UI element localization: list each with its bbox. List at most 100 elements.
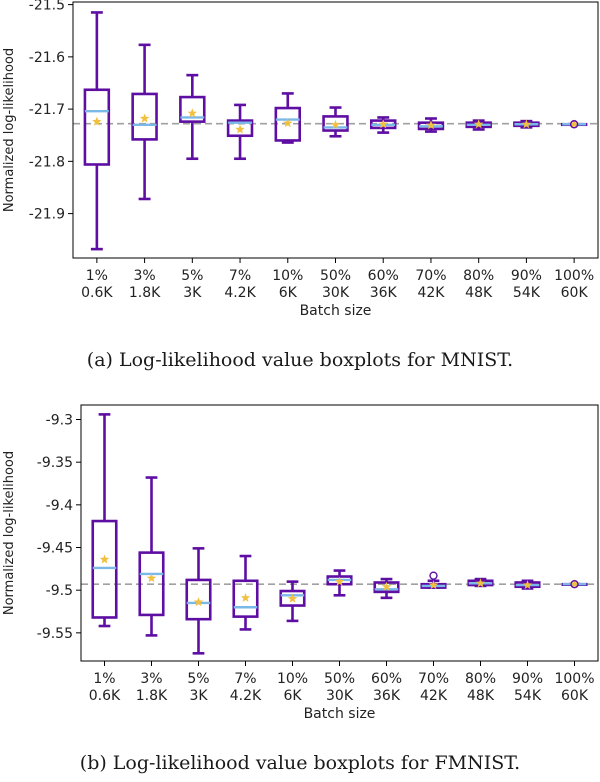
mean-marker (283, 118, 293, 128)
x-tick-label-size: 60K (561, 688, 589, 704)
y-tick-label: -9.55 (37, 626, 73, 642)
x-tick-label-pct: 5% (181, 268, 203, 284)
box-iqr (185, 578, 212, 621)
box-iqr (131, 92, 158, 141)
x-tick-label-pct: 3% (133, 268, 155, 284)
box-iqr (138, 551, 165, 617)
x-tick-label-size: 1.8K (129, 285, 161, 301)
x-tick-label-pct: 90% (512, 671, 543, 687)
x-tick-label-pct: 60% (371, 671, 402, 687)
caption-mnist: (a) Log-likelihood value boxplots for MN… (87, 349, 513, 371)
x-tick-label-pct: 7% (234, 671, 256, 687)
box-6 (369, 116, 397, 134)
x-tick-label-pct: 100% (554, 671, 594, 687)
x-tick-label-pct: 3% (140, 671, 162, 687)
box-5 (326, 569, 353, 597)
y-tick-label: -9.4 (46, 498, 73, 514)
panel-mnist: -21.5-21.6-21.7-21.8-21.91%0.6K3%1.8K5%3… (2, 0, 599, 319)
x-tick-label-size: 54K (513, 285, 541, 301)
box-3 (226, 103, 254, 161)
y-tick-label: -9.3 (46, 413, 73, 429)
x-tick-label-size: 48K (465, 285, 493, 301)
box-5 (322, 106, 349, 138)
y-tick-label: -9.5 (46, 583, 73, 599)
mean-marker (381, 581, 392, 591)
outlier-point (569, 120, 579, 129)
x-tick-label-size: 30K (322, 285, 350, 301)
x-tick-label-pct: 50% (320, 268, 351, 284)
box-8 (465, 119, 492, 131)
x-tick-label-size: 3K (189, 688, 208, 704)
x-tick-label-size: 4.2K (230, 688, 262, 704)
x-tick-label-size: 4.2K (224, 285, 256, 301)
y-tick-label: -21.7 (29, 102, 65, 118)
x-tick-label-size: 0.6K (81, 285, 113, 301)
x-tick-label-pct: 50% (324, 671, 355, 687)
mean-marker (521, 119, 532, 129)
box-3 (232, 554, 259, 631)
x-tick-label-size: 6K (283, 688, 302, 704)
box-iqr (179, 95, 206, 123)
mean-marker (287, 593, 298, 603)
x-axis-label: Batch size (304, 706, 376, 722)
x-tick-label-pct: 100% (554, 268, 594, 284)
x-axis-label: Batch size (300, 303, 372, 319)
x-tick-label-size: 60K (561, 285, 589, 301)
y-axis-label: Normalized log-likelihood (2, 451, 17, 615)
x-tick-label-size: 48K (467, 688, 495, 704)
mean-marker (569, 119, 579, 129)
x-tick-label-pct: 1% (93, 671, 115, 687)
outlier-point (429, 571, 438, 580)
x-tick-label-size: 54K (514, 688, 542, 704)
mean-marker (187, 108, 198, 118)
y-tick-label: -9.35 (37, 455, 73, 471)
box-9 (514, 579, 541, 590)
box-iqr (274, 106, 302, 142)
x-tick-label-pct: 70% (415, 268, 446, 284)
box-6 (373, 577, 400, 600)
y-tick-label: -21.8 (29, 154, 65, 170)
x-tick-label-size: 30K (326, 688, 354, 704)
y-tick-label: -9.45 (37, 541, 73, 557)
x-tick-label-size: 6K (279, 285, 298, 301)
x-tick-label-size: 36K (373, 688, 401, 704)
box-2 (185, 547, 212, 655)
x-tick-label-size: 1.8K (136, 688, 168, 704)
x-tick-label-pct: 80% (463, 268, 494, 284)
x-tick-label-size: 0.6K (89, 688, 121, 704)
x-tick-label-pct: 7% (229, 268, 251, 284)
box-iqr (279, 589, 306, 607)
x-tick-label-pct: 1% (86, 268, 108, 284)
box-2 (179, 73, 206, 161)
mean-marker (99, 554, 110, 564)
box-iqr (226, 119, 254, 138)
mean-marker (378, 119, 388, 129)
y-tick-label: -21.5 (29, 0, 65, 14)
mean-marker (240, 592, 251, 602)
box-iqr (322, 115, 349, 132)
plot-frame (80, 404, 599, 662)
box-iqr (91, 519, 118, 619)
mean-marker (569, 579, 580, 589)
box-0 (91, 413, 118, 628)
x-tick-label-size: 36K (370, 285, 398, 301)
x-tick-label-pct: 90% (511, 268, 542, 284)
mean-marker (193, 597, 204, 607)
box-7 (420, 571, 447, 590)
mean-marker (235, 124, 245, 134)
outlier-point (570, 580, 579, 589)
caption-fmnist: (b) Log-likelihood value boxplots for FM… (80, 752, 520, 774)
mean-marker (428, 580, 439, 590)
panel-fmnist: -9.3 -9.35 -9.4 -9.45 -9.5 -9.55 1%0.6K 3%1.8K 5… (2, 404, 599, 722)
x-tick-label-size: 42K (417, 285, 445, 301)
box-1 (131, 43, 158, 201)
box-8 (467, 577, 494, 588)
mean-marker (473, 119, 484, 129)
box-4 (274, 92, 302, 144)
mean-marker (334, 576, 345, 586)
box-0 (83, 11, 111, 251)
box-9 (513, 119, 540, 129)
box-iqr (83, 88, 111, 166)
mean-marker (92, 116, 102, 126)
box-1 (138, 476, 165, 637)
